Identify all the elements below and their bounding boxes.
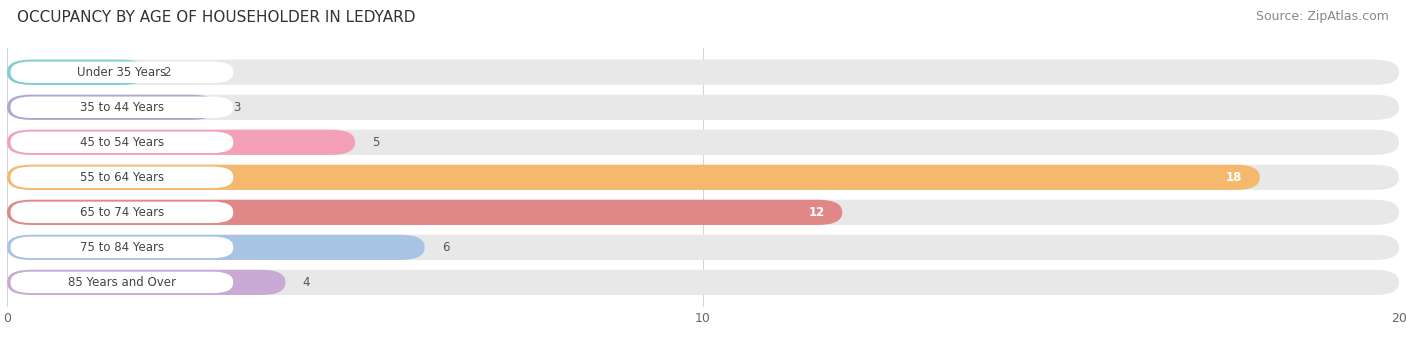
Text: 85 Years and Over: 85 Years and Over xyxy=(67,276,176,289)
Text: 2: 2 xyxy=(163,66,172,79)
FancyBboxPatch shape xyxy=(7,165,1399,190)
FancyBboxPatch shape xyxy=(7,235,1399,260)
Text: 12: 12 xyxy=(808,206,825,219)
Text: 75 to 84 Years: 75 to 84 Years xyxy=(80,241,165,254)
FancyBboxPatch shape xyxy=(10,272,233,293)
FancyBboxPatch shape xyxy=(10,61,233,83)
FancyBboxPatch shape xyxy=(10,202,233,223)
Text: 35 to 44 Years: 35 to 44 Years xyxy=(80,101,165,114)
Text: 6: 6 xyxy=(441,241,450,254)
FancyBboxPatch shape xyxy=(7,95,1399,120)
Text: OCCUPANCY BY AGE OF HOUSEHOLDER IN LEDYARD: OCCUPANCY BY AGE OF HOUSEHOLDER IN LEDYA… xyxy=(17,10,415,25)
Text: 3: 3 xyxy=(233,101,240,114)
Text: 4: 4 xyxy=(302,276,311,289)
FancyBboxPatch shape xyxy=(10,132,233,153)
Text: 18: 18 xyxy=(1226,171,1243,184)
Text: 45 to 54 Years: 45 to 54 Years xyxy=(80,136,165,149)
FancyBboxPatch shape xyxy=(10,97,233,118)
FancyBboxPatch shape xyxy=(7,130,354,155)
Text: Source: ZipAtlas.com: Source: ZipAtlas.com xyxy=(1256,10,1389,23)
FancyBboxPatch shape xyxy=(7,130,1399,155)
FancyBboxPatch shape xyxy=(10,237,233,258)
Text: 55 to 64 Years: 55 to 64 Years xyxy=(80,171,165,184)
FancyBboxPatch shape xyxy=(7,270,1399,295)
FancyBboxPatch shape xyxy=(7,60,146,85)
FancyBboxPatch shape xyxy=(7,200,842,225)
FancyBboxPatch shape xyxy=(7,270,285,295)
FancyBboxPatch shape xyxy=(7,165,1260,190)
FancyBboxPatch shape xyxy=(10,167,233,188)
Text: Under 35 Years: Under 35 Years xyxy=(77,66,166,79)
FancyBboxPatch shape xyxy=(7,60,1399,85)
FancyBboxPatch shape xyxy=(7,200,1399,225)
Text: 65 to 74 Years: 65 to 74 Years xyxy=(80,206,165,219)
FancyBboxPatch shape xyxy=(7,235,425,260)
FancyBboxPatch shape xyxy=(7,95,217,120)
Text: 5: 5 xyxy=(373,136,380,149)
